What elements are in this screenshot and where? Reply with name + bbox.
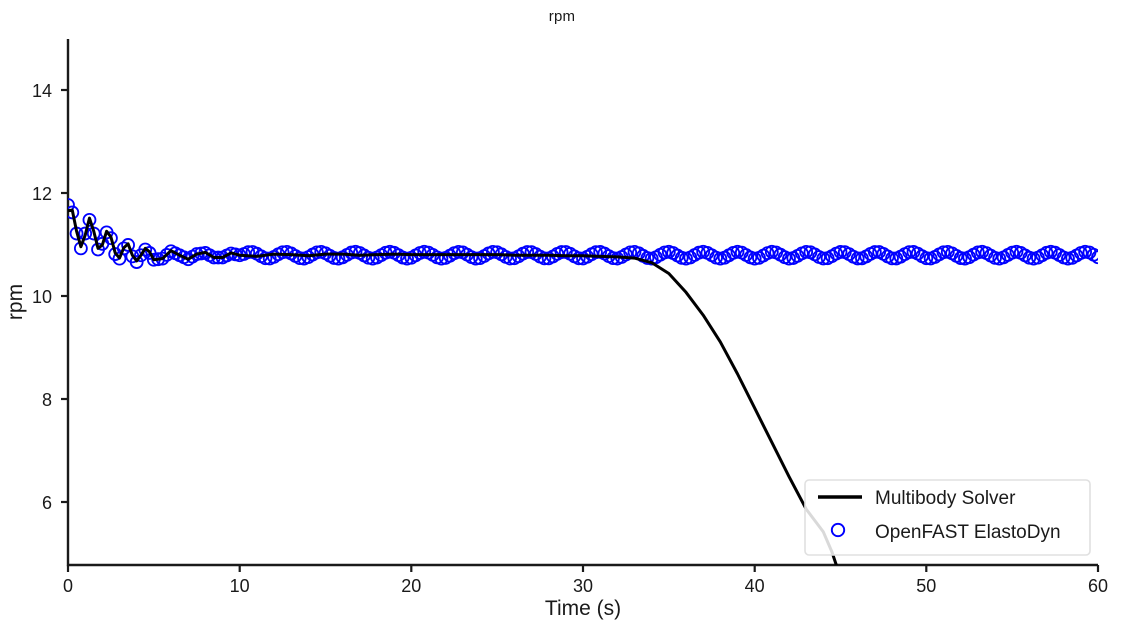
y-tickmarks xyxy=(61,88,68,504)
data-marker xyxy=(1091,250,1098,265)
data-marker xyxy=(936,245,951,260)
data-marker xyxy=(885,251,899,266)
data-marker xyxy=(816,251,831,266)
legend-box xyxy=(804,479,1091,556)
legend[interactable]: Multibody Solver OpenFAST ElastoDyn xyxy=(804,479,1091,556)
x-tick-label: 20 xyxy=(401,576,421,596)
data-marker xyxy=(275,245,290,260)
data-marker xyxy=(129,255,144,269)
data-marker xyxy=(782,251,796,266)
data-marker xyxy=(503,251,517,266)
data-marker xyxy=(554,245,569,259)
x-tick-labels: 0 10 20 30 40 50 60 xyxy=(63,576,1108,596)
chart-title: rpm xyxy=(548,8,576,25)
data-marker xyxy=(571,251,586,266)
data-marker xyxy=(833,245,848,259)
data-marker xyxy=(292,251,307,266)
legend-label-multibody-solver: Multibody Solver xyxy=(875,488,1016,509)
y-tick-label: 10 xyxy=(32,287,52,307)
data-marker xyxy=(258,251,273,266)
data-marker xyxy=(138,242,153,257)
data-marker xyxy=(799,244,814,259)
data-marker xyxy=(485,244,500,259)
x-tick-label: 10 xyxy=(230,576,250,596)
x-tick-label: 50 xyxy=(916,576,936,596)
data-marker xyxy=(902,245,917,260)
data-marker xyxy=(588,245,603,260)
x-tickmarks xyxy=(66,565,1100,572)
x-tick-label: 40 xyxy=(745,576,765,596)
data-marker xyxy=(468,251,483,266)
data-marker xyxy=(121,238,135,252)
data-marker xyxy=(68,198,75,212)
y-tick-label: 6 xyxy=(42,493,52,513)
x-tick-label: 30 xyxy=(573,576,593,596)
legend-label-openfast-elastodyn: OpenFAST ElastoDyn xyxy=(875,522,1061,543)
x-tick-label: 60 xyxy=(1088,576,1108,596)
data-marker xyxy=(867,245,882,259)
data-marker xyxy=(537,251,552,266)
data-marker xyxy=(850,251,865,266)
data-marker xyxy=(82,212,97,227)
x-axis-title: Time (s) xyxy=(545,597,621,620)
series-multibody-solver-line xyxy=(68,208,838,565)
data-marker xyxy=(310,245,324,260)
data-marker xyxy=(241,245,256,260)
data-marker xyxy=(919,251,934,266)
y-tick-label: 12 xyxy=(32,184,52,204)
data-marker xyxy=(640,251,655,265)
data-marker xyxy=(78,226,93,241)
y-tick-labels: 6 8 10 12 14 xyxy=(32,81,52,513)
data-marker xyxy=(953,251,968,265)
y-axis-title: rpm xyxy=(4,284,27,320)
y-tick-label: 8 xyxy=(42,390,52,410)
data-marker xyxy=(520,245,535,259)
data-marker xyxy=(68,205,80,220)
data-marker xyxy=(451,244,466,259)
legend-swatch-circle-icon xyxy=(830,522,846,538)
y-tick-label: 14 xyxy=(32,81,52,101)
x-tick-label: 0 xyxy=(63,576,73,596)
